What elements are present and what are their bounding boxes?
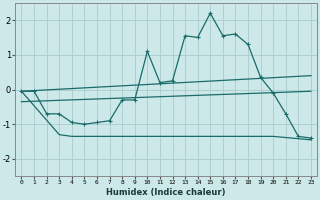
X-axis label: Humidex (Indice chaleur): Humidex (Indice chaleur) <box>107 188 226 197</box>
